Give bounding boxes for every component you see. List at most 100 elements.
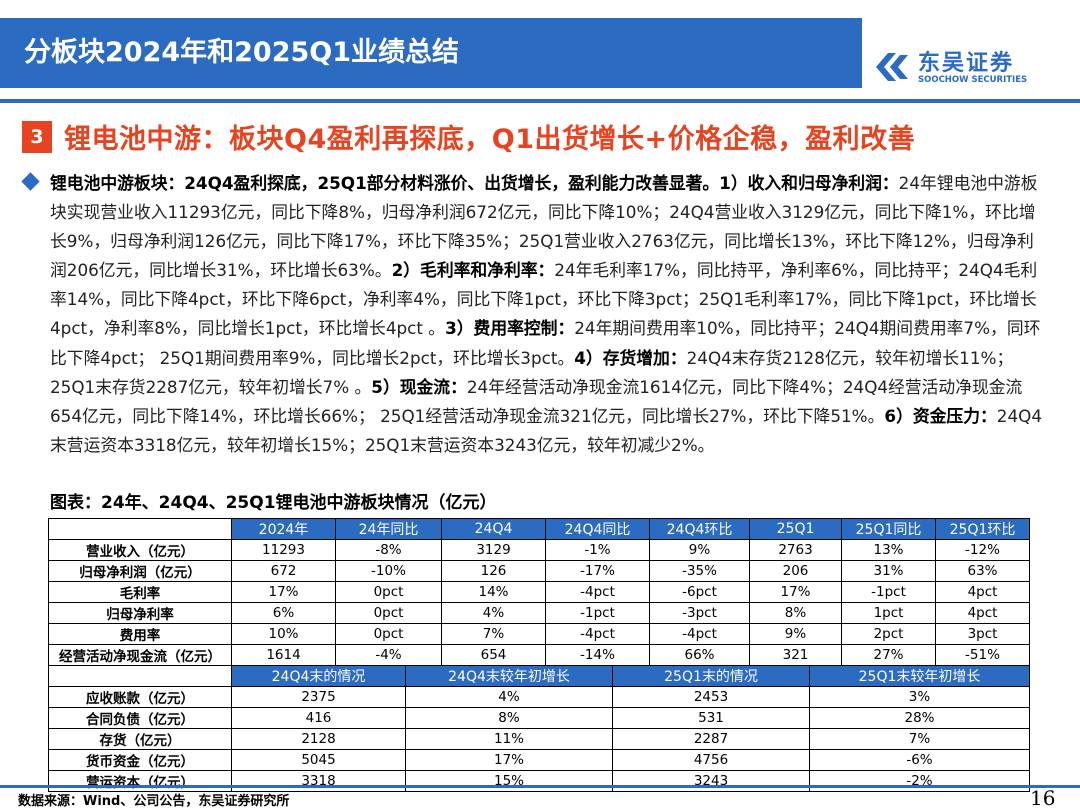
paragraph-text: 24Q4末营运资本3318亿元，较年初增长15%；25Q1末营运资本3243亿元…	[50, 405, 1043, 455]
table-cell: 3129	[441, 539, 546, 561]
table-row: 应收账款（亿元） 2375 4% 2453 3%	[48, 686, 1030, 708]
diamond-bullet-icon	[21, 172, 40, 191]
table-cell: -6pct	[649, 581, 750, 603]
figure-caption: 图表：24年、24Q4、25Q1锂电池中游板块情况（亿元）	[50, 488, 497, 513]
table-cell: 0pct	[335, 602, 442, 624]
table-cell: 5045	[231, 749, 406, 771]
paragraph-heading: 3）费用率控制：	[445, 318, 575, 339]
table-cell: -4pct	[649, 623, 750, 645]
table-cell: 66%	[649, 644, 750, 666]
row-label: 应收账款（亿元）	[48, 686, 232, 708]
table-cell: 2453	[612, 686, 810, 708]
table-cell: 2375	[231, 686, 406, 708]
paragraph-heading: 6）资金压力：	[884, 405, 997, 426]
table-cell: 6%	[231, 602, 336, 624]
header-divider	[0, 99, 1080, 103]
column-header: 24Q4	[441, 518, 546, 540]
row-label: 营业收入（亿元）	[48, 539, 232, 561]
page-number: 16	[1030, 786, 1056, 810]
logo-text-en: SOOCHOW SECURITIES	[918, 75, 1028, 85]
table-row: 归母净利率 6% 0pct 4% -1pct -3pct 8% 1pct 4pct	[48, 602, 1030, 624]
table-cell: 321	[749, 644, 842, 666]
table-cell: 3243	[612, 770, 810, 792]
table-row: 合同负债（亿元） 416 8% 531 28%	[48, 707, 1030, 729]
table-cell: 14%	[441, 581, 546, 603]
row-label: 归母净利率	[48, 602, 232, 624]
row-label: 营运资本（亿元）	[48, 770, 232, 792]
section-number: 3	[22, 121, 52, 153]
row-label: 存货（亿元）	[48, 728, 232, 750]
table-cell: 1pct	[841, 602, 936, 624]
table-cell: -14%	[545, 644, 650, 666]
table-row: 存货（亿元） 2128 11% 2287 7%	[48, 728, 1030, 750]
paragraph-heading: 2）毛利率和净利率：	[391, 260, 555, 281]
row-label: 经营活动净现金流（亿元）	[48, 644, 232, 666]
row-label: 费用率	[48, 623, 232, 645]
table-cell: 4756	[612, 749, 810, 771]
balance-table: 24Q4末的情况 24Q4末较年初增长 25Q1末的情况 25Q1末较年初增长 应收账…	[48, 665, 1030, 792]
table-cell: 9%	[649, 539, 750, 561]
table-cell: 8%	[405, 707, 613, 729]
table-cell: 8%	[749, 602, 842, 624]
paragraph-text: 24年毛利率17%，同比持平，净利率6%，同比持平；24Q4毛利率14%，同比下…	[50, 260, 1038, 339]
column-header: 25Q1	[749, 518, 842, 540]
page-title: 分板块2024年和2025Q1业绩总结	[24, 37, 460, 68]
table-cell: 2287	[612, 728, 810, 750]
footer-divider	[0, 785, 1080, 788]
table-cell: 17%	[405, 749, 613, 771]
table-cell: -51%	[935, 644, 1030, 666]
column-header: 24Q4环比	[649, 518, 750, 540]
table-cell: 3%	[809, 686, 1030, 708]
table-cell: -8%	[335, 539, 442, 561]
table-cell: 531	[612, 707, 810, 729]
table-cell: -1pct	[841, 581, 936, 603]
column-header	[48, 518, 232, 540]
table-cell: -3pct	[649, 602, 750, 624]
soochow-logo: 东吴证券 SOOCHOW SECURITIES	[872, 45, 1072, 89]
table-cell: 11%	[405, 728, 613, 750]
paragraph-heading: 锂电池中游板块：24Q4盈利探底，25Q1部分材料涨价、出货增长，盈利能力改善显…	[50, 173, 899, 193]
section-title: 锂电池中游：板块Q4盈利再探底，Q1出货增长+价格企稳，盈利改善	[64, 124, 916, 155]
row-label: 归母净利润（亿元）	[48, 560, 232, 582]
column-header: 24Q4同比	[545, 518, 650, 540]
column-header: 25Q1同比	[841, 518, 936, 540]
logo-text-cn: 东吴证券	[918, 51, 1015, 76]
header-bar	[0, 18, 862, 88]
table-cell: 3pct	[935, 623, 1030, 645]
table-cell: -1%	[545, 539, 650, 561]
table-cell: 2763	[749, 539, 842, 561]
table-cell: 416	[231, 707, 406, 729]
table-cell: 126	[441, 560, 546, 582]
table-cell: 0pct	[335, 581, 442, 603]
table-row: 费用率 10% 0pct 7% -4pct -4pct 9% 2pct 3pct	[48, 623, 1030, 645]
table-cell: 206	[749, 560, 842, 582]
column-header	[48, 665, 232, 687]
paragraph-text: 24Q4末存货2128亿元，较年初增长11%； 25Q1末存货2287亿元，较年…	[50, 347, 1014, 397]
performance-table: 2024年 24年同比 24Q4 24Q4同比 24Q4环比 25Q1 25Q1同比 25Q1…	[48, 518, 1030, 666]
table-row: 经营活动净现金流（亿元） 1614 -4% 654 -14% 66% 321 27% -51%	[48, 644, 1030, 666]
table-row: 毛利率 17% 0pct 14% -4pct -6pct 17% -1pct 4pct	[48, 581, 1030, 603]
table-cell: 11293	[231, 539, 336, 561]
paragraph-text: 24年经营活动净现金流1614亿元，同比下降4%；24Q4经营活动净现金流654…	[50, 376, 1023, 426]
table-row: 归母净利润（亿元） 672 -10% 126 -17% -35% 206 31% 63%	[48, 560, 1030, 582]
table-cell: 28%	[809, 707, 1030, 729]
row-label: 合同负债（亿元）	[48, 707, 232, 729]
table-cell: 2128	[231, 728, 406, 750]
table-cell: 9%	[749, 623, 842, 645]
table-cell: 31%	[841, 560, 936, 582]
table-cell: -10%	[335, 560, 442, 582]
paragraph-text: 24年期间费用率10%，同比持平；24Q4期间费用率7%，同环比下降4pct； …	[50, 318, 1041, 368]
table-cell: 13%	[841, 539, 936, 561]
column-header: 25Q1末较年初增长	[809, 665, 1030, 687]
table-cell: 10%	[231, 623, 336, 645]
table-cell: -35%	[649, 560, 750, 582]
table-cell: -1pct	[545, 602, 650, 624]
table-cell: 672	[231, 560, 336, 582]
table-cell: 3318	[231, 770, 406, 792]
paragraph-text: 24年锂电池中游板块实现营业收入11293亿元，同比下降8%，归母净利润672亿…	[50, 173, 1038, 281]
row-label: 货币资金（亿元）	[48, 749, 232, 771]
table-row: 货币资金（亿元） 5045 17% 4756 -6%	[48, 749, 1030, 771]
table-cell: 4pct	[935, 581, 1030, 603]
summary-paragraph: 锂电池中游板块：24Q4盈利探底，25Q1部分材料涨价、出货增长，盈利能力改善显…	[50, 169, 1050, 495]
column-header: 24Q4末的情况	[231, 665, 406, 687]
